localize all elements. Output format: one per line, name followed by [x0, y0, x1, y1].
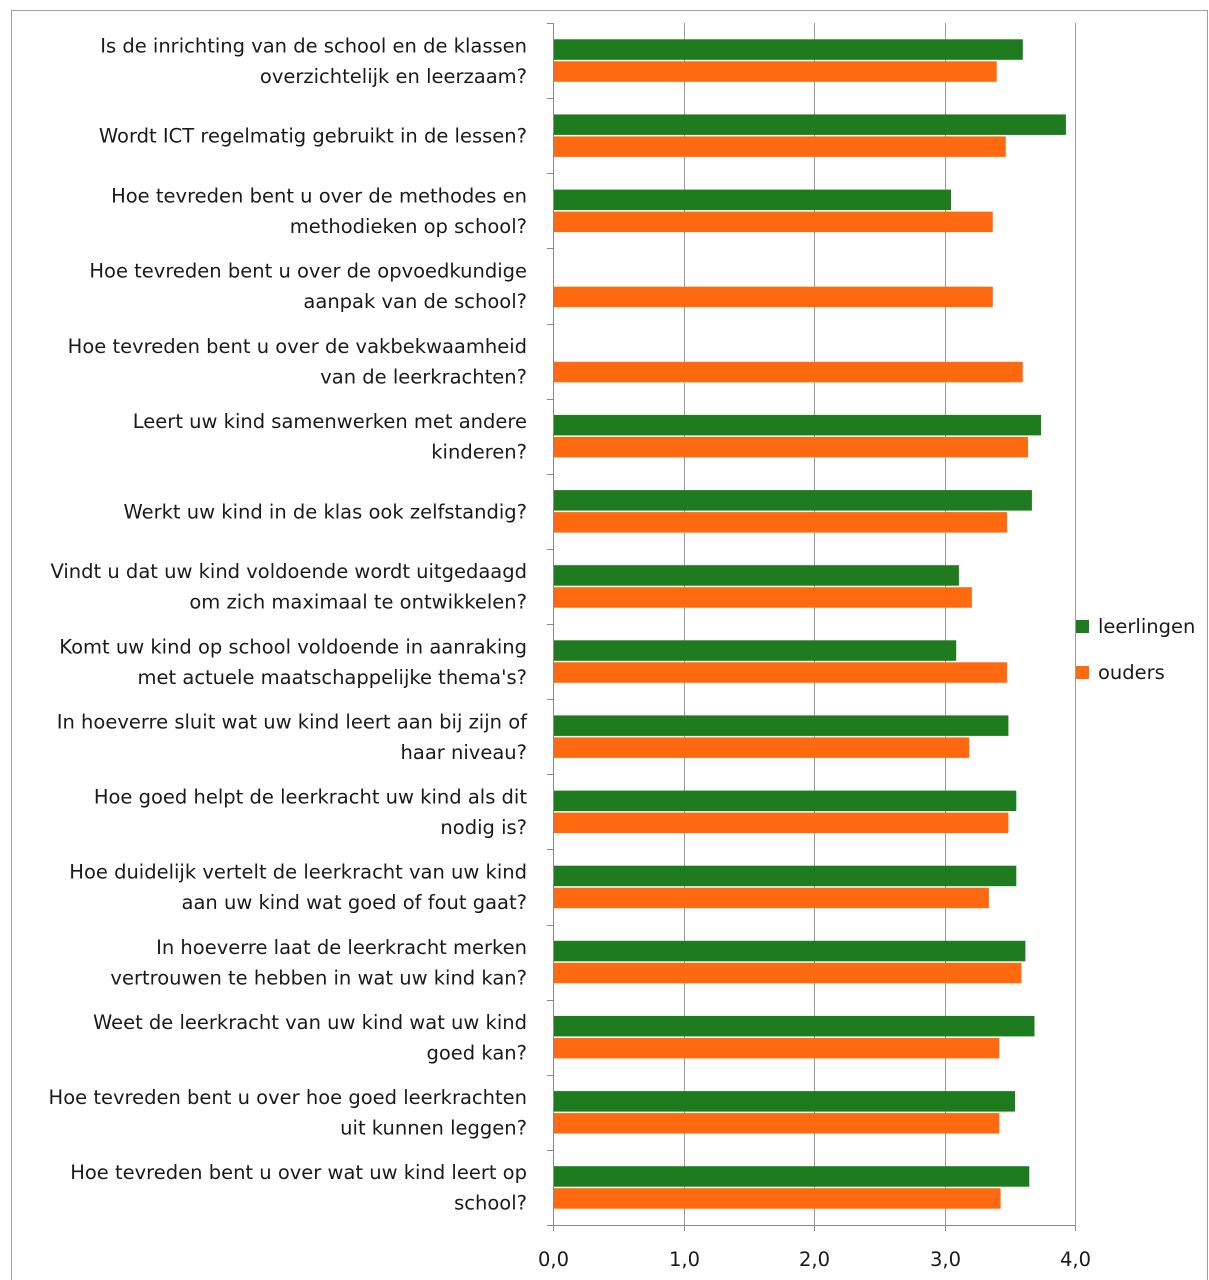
bar-ouders: [554, 887, 989, 909]
bar-leerlingen: [554, 865, 1017, 887]
category-label: goed kan?: [427, 1041, 528, 1064]
legend-label-ouders: ouders: [1098, 661, 1165, 684]
bar-leerlingen: [554, 1091, 1015, 1112]
category-label: methodieken op school?: [290, 215, 527, 238]
category-label: Vindt u dat uw kind voldoende wordt uitg…: [50, 560, 527, 583]
x-tick-labels: 0,0 1,0 2,0 3,0 4,0: [538, 1248, 1091, 1271]
bars: [554, 39, 1066, 1209]
legend-swatch-ouders: [1076, 666, 1089, 679]
bar-ouders: [554, 211, 993, 233]
bar-ouders: [554, 737, 970, 758]
bar-leerlingen: [554, 189, 951, 211]
category-label: om zich maximaal te ontwikkelen?: [189, 591, 527, 614]
category-label: Hoe duidelijk vertelt de leerkracht van …: [69, 861, 527, 884]
category-label: Hoe tevreden bent u over de opvoedkundig…: [89, 260, 527, 283]
bar-ouders: [554, 1037, 1000, 1059]
bar-leerlingen: [554, 640, 957, 661]
bar-leerlingen: [554, 114, 1066, 135]
legend-swatch-leerlingen: [1076, 620, 1089, 633]
bar-ouders: [554, 512, 1008, 533]
category-label: Werkt uw kind in de klas ook zelfstandig…: [123, 500, 527, 523]
bar-ouders: [554, 587, 972, 608]
category-label: uit kunnen leggen?: [340, 1117, 527, 1140]
bar-ouders: [554, 436, 1028, 458]
bar-ouders: [554, 1113, 1000, 1134]
bar-leerlingen: [554, 1166, 1030, 1187]
bar-leerlingen: [554, 414, 1042, 436]
bar-ouders: [554, 962, 1022, 984]
category-label: nodig is?: [440, 816, 527, 839]
x-tick-label: 0,0: [538, 1248, 569, 1271]
category-label: vertrouwen te hebben in wat uw kind kan?: [110, 966, 527, 989]
chart-frame: [11, 10, 1208, 1280]
bar-leerlingen: [554, 39, 1023, 60]
bar-ouders: [554, 61, 997, 82]
bar-ouders: [554, 1188, 1001, 1209]
category-label: Wordt ICT regelmatig gebruikt in de less…: [99, 125, 527, 148]
category-label: aan uw kind wat goed of fout gaat?: [182, 891, 528, 914]
bar-ouders: [554, 361, 1023, 383]
category-label: van de leerkrachten?: [320, 365, 527, 388]
category-label: overzichtelijk en leerzaam?: [260, 65, 527, 88]
category-label: Leert uw kind samenwerken met andere: [133, 410, 527, 433]
bar-ouders: [554, 286, 993, 308]
category-label: Komt uw kind op school voldoende in aanr…: [59, 635, 527, 658]
axes: [547, 23, 1076, 1231]
category-label: In hoeverre laat de leerkracht merken: [156, 936, 527, 959]
category-label: Hoe tevreden bent u over de vakbekwaamhe…: [68, 335, 527, 358]
category-label: Hoe goed helpt de leerkracht uw kind als…: [94, 786, 528, 809]
category-labels: Is de inrichting van de school en de kla…: [49, 34, 529, 1214]
bar-leerlingen: [554, 490, 1032, 511]
bar-leerlingen: [554, 715, 1009, 736]
category-label: Hoe tevreden bent u over hoe goed leerkr…: [49, 1086, 527, 1109]
category-label: In hoeverre sluit wat uw kind leert aan …: [57, 710, 528, 733]
bar-ouders: [554, 136, 1006, 157]
legend-label-leerlingen: leerlingen: [1098, 615, 1195, 638]
category-label: aanpak van de school?: [303, 290, 527, 313]
category-label: Weet de leerkracht van uw kind wat uw ki…: [93, 1011, 527, 1034]
category-label: school?: [454, 1192, 527, 1215]
legend: leerlingen ouders: [1076, 615, 1195, 684]
category-label: Hoe tevreden bent u over wat uw kind lee…: [70, 1161, 527, 1184]
bar-ouders: [554, 812, 1009, 834]
bar-leerlingen: [554, 565, 959, 586]
category-label: Hoe tevreden bent u over de methodes en: [111, 185, 527, 208]
bar-leerlingen: [554, 940, 1026, 962]
x-tick-label: 2,0: [799, 1248, 830, 1271]
bar-leerlingen: [554, 790, 1017, 812]
x-tick-label: 3,0: [930, 1248, 961, 1271]
bar-leerlingen: [554, 1015, 1035, 1037]
category-label: Is de inrichting van de school en de kla…: [100, 34, 527, 57]
category-label: haar niveau?: [401, 741, 527, 764]
x-tick-label: 4,0: [1060, 1248, 1091, 1271]
bar-ouders: [554, 662, 1008, 683]
category-label: kinderen?: [431, 440, 527, 463]
x-tick-label: 1,0: [669, 1248, 700, 1271]
category-label: met actuele maatschappelijke thema's?: [138, 666, 527, 689]
